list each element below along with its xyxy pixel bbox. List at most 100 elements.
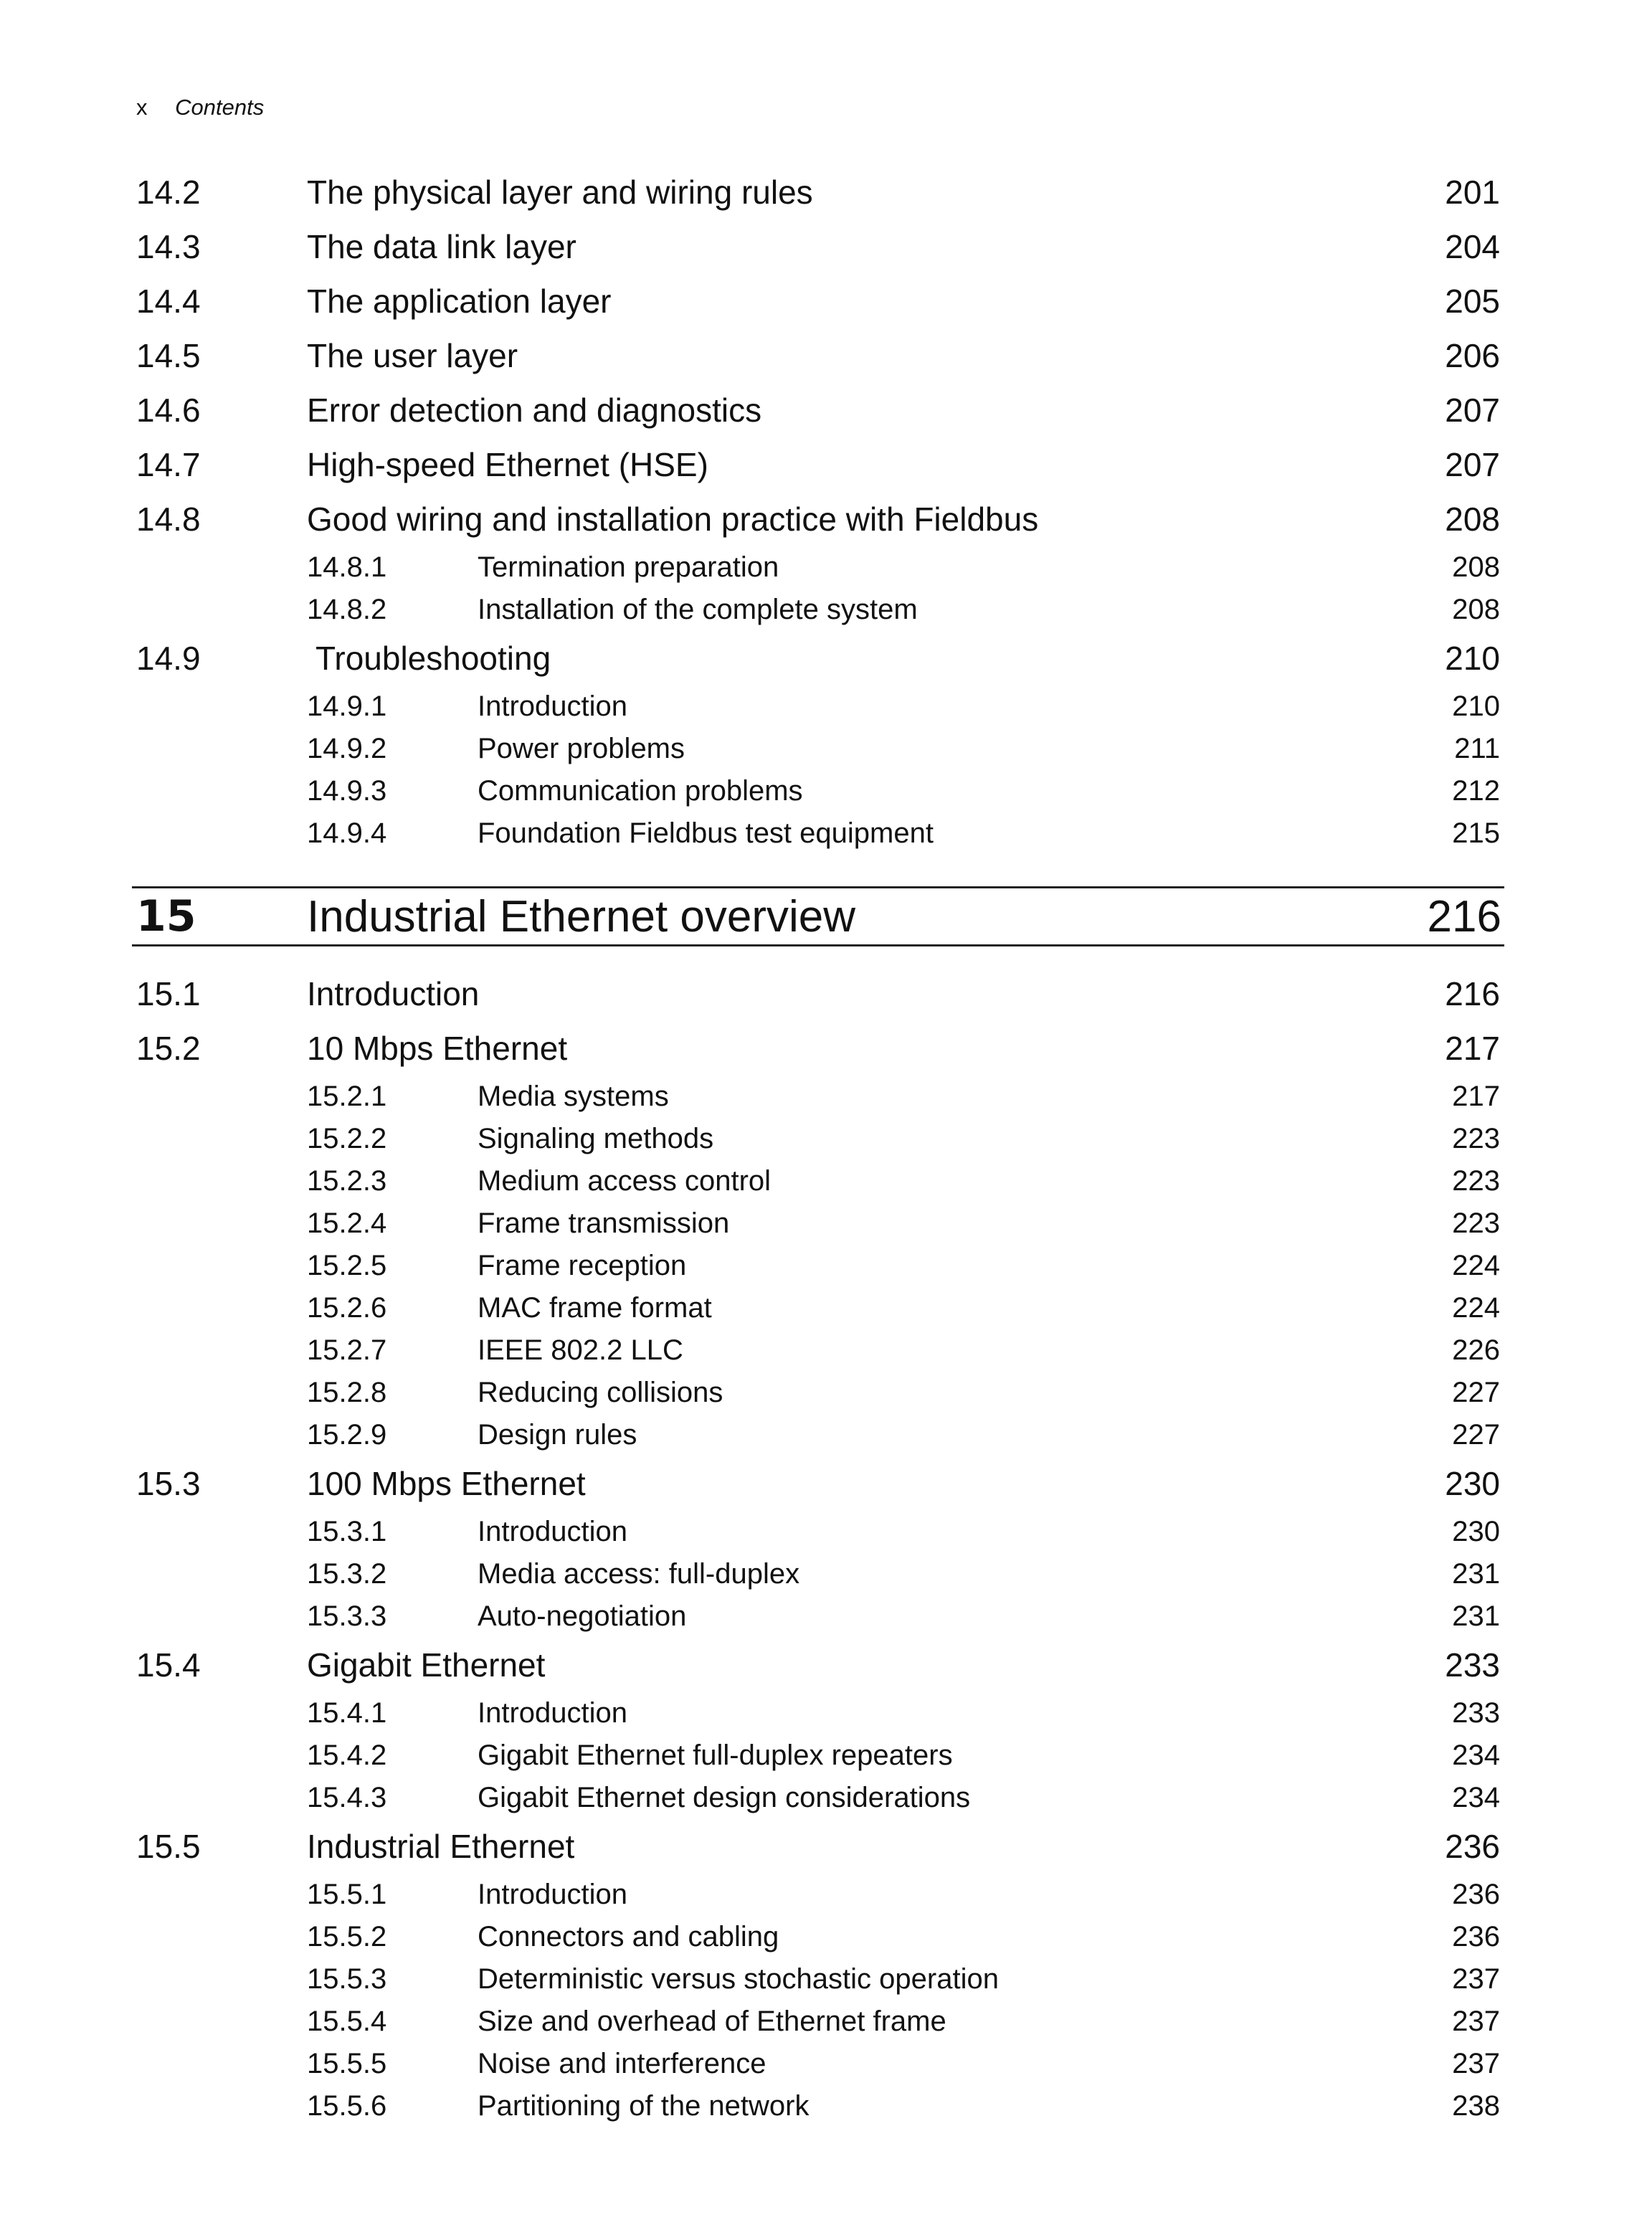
entry-page: 236 (1445, 1828, 1500, 1865)
entry-page: 233 (1452, 1697, 1500, 1729)
entry-title: Termination preparation (478, 551, 779, 583)
toc-section-entry: 15.5 Industrial Ethernet 236 (0, 1819, 1652, 1874)
entry-title: Partitioning of the network (478, 2090, 810, 2122)
entry-number: 14.2 (136, 174, 201, 211)
entry-title: Foundation Fieldbus test equipment (478, 817, 934, 849)
toc-subsection-entry: 15.2.8 Reducing collisions 227 (0, 1372, 1652, 1414)
entry-number: 15.3 (136, 1465, 201, 1502)
entry-number: 15.2 (136, 1030, 201, 1067)
entry-title: Gigabit Ethernet design considerations (478, 1782, 971, 1813)
entry-page: 210 (1445, 640, 1500, 677)
entry-number: 14.4 (136, 283, 201, 320)
entry-page: 236 (1452, 1879, 1500, 1910)
toc-section-entry: 14.4 The application layer 205 (0, 274, 1652, 328)
toc-subsection-entry: 15.4.2 Gigabit Ethernet full-duplex repea… (0, 1735, 1652, 1777)
entry-number: 14.9 (136, 640, 201, 677)
entry-title: Reducing collisions (478, 1377, 723, 1408)
entry-number: 14.6 (136, 392, 201, 429)
toc-subsection-entry: 15.5.3 Deterministic versus stochastic op… (0, 1958, 1652, 2001)
entry-page: 208 (1445, 500, 1500, 538)
entry-page: 215 (1452, 817, 1500, 849)
entry-page: 224 (1452, 1292, 1500, 1324)
entry-title: The application layer (307, 283, 612, 320)
toc-subsection-entry: 15.5.1 Introduction 236 (0, 1874, 1652, 1916)
entry-page: 224 (1452, 1250, 1500, 1281)
running-head: x Contents (136, 92, 264, 123)
entry-number: 14.8.2 (307, 594, 387, 625)
entry-title: Introduction (478, 1879, 628, 1910)
entry-title: Introduction (307, 975, 480, 1012)
toc-subsection-entry: 15.2.4 Frame transmission 223 (0, 1202, 1652, 1245)
toc-entries-chapter-14: 14.2 The physical layer and wiring rules 2… (0, 165, 1652, 855)
toc-section-entry: 15.4 Gigabit Ethernet 233 (0, 1638, 1652, 1692)
toc-subsection-entry: 15.4.1 Introduction 233 (0, 1692, 1652, 1735)
toc-section-entry: 14.8 Good wiring and installation practic… (0, 492, 1652, 546)
toc-subsection-entry: 15.5.2 Connectors and cabling 236 (0, 1916, 1652, 1958)
toc-subsection-entry: 15.3.3 Auto-negotiation 231 (0, 1595, 1652, 1638)
toc-subsection-entry: 15.2.7 IEEE 802.2 LLC 226 (0, 1329, 1652, 1372)
entry-title: Noise and interference (478, 2048, 766, 2079)
entry-number: 15.2.5 (307, 1250, 387, 1281)
toc-subsection-entry: 15.2.9 Design rules 227 (0, 1414, 1652, 1456)
toc-subsection-entry: 14.8.1 Termination preparation 208 (0, 546, 1652, 589)
entry-number: 15.5.5 (307, 2048, 387, 2079)
entry-page: 237 (1452, 2006, 1500, 2037)
entry-page: 217 (1452, 1081, 1500, 1112)
entry-title: Media systems (478, 1081, 669, 1112)
toc-section-entry: 14.6 Error detection and diagnostics 207 (0, 383, 1652, 437)
entry-title: Introduction (478, 1516, 628, 1547)
entry-page: 230 (1445, 1465, 1500, 1502)
entry-title: Good wiring and installation practice wi… (307, 500, 1039, 538)
toc-subsection-entry: 15.2.5 Frame reception 224 (0, 1245, 1652, 1287)
entry-page: 237 (1452, 2048, 1500, 2079)
entry-number: 14.7 (136, 446, 201, 483)
entry-page: 223 (1452, 1165, 1500, 1197)
entry-title: Industrial Ethernet (307, 1828, 575, 1865)
entry-number: 14.9.3 (307, 775, 387, 807)
entry-title: Installation of the complete system (478, 594, 918, 625)
entry-title: Power problems (478, 733, 685, 764)
entry-title: The physical layer and wiring rules (307, 174, 813, 211)
toc-subsection-entry: 15.3.2 Media access: full-duplex 231 (0, 1553, 1652, 1595)
toc-entries-chapter-15: 15.1 Introduction 216 15.2 10 Mbps Ethernet 2… (0, 967, 1652, 2127)
entry-number: 15.2.4 (307, 1207, 387, 1239)
entry-number: 15.4.2 (307, 1740, 387, 1771)
entry-number: 14.8 (136, 500, 201, 538)
entry-title: Signaling methods (478, 1123, 714, 1154)
entry-title: Error detection and diagnostics (307, 392, 762, 429)
chapter-heading: 15 Industrial Ethernet overview 216 (132, 886, 1504, 946)
toc-section-entry: 14.5 The user layer 206 (0, 328, 1652, 383)
toc-section-entry: 14.3 The data link layer 204 (0, 219, 1652, 274)
entry-page: 230 (1452, 1516, 1500, 1547)
entry-title: High-speed Ethernet (HSE) (307, 446, 708, 483)
entry-title: Frame transmission (478, 1207, 730, 1239)
entry-title: Communication problems (478, 775, 803, 807)
entry-number: 15.2.1 (307, 1081, 387, 1112)
entry-number: 15.2.3 (307, 1165, 387, 1197)
chapter-title: Industrial Ethernet overview (307, 891, 856, 941)
entry-title: Introduction (478, 691, 628, 722)
entry-page: 234 (1452, 1782, 1500, 1813)
entry-title: 100 Mbps Ethernet (307, 1465, 586, 1502)
entry-number: 15.2.7 (307, 1334, 387, 1366)
entry-title: Medium access control (478, 1165, 772, 1197)
toc-subsection-entry: 14.9.2 Power problems 211 (0, 728, 1652, 770)
entry-number: 15.5.2 (307, 1921, 387, 1952)
entry-number: 15.4 (136, 1646, 201, 1684)
entry-title: The user layer (307, 337, 518, 374)
entry-title: 10 Mbps Ethernet (307, 1030, 568, 1067)
entry-title: Gigabit Ethernet full-duplex repeaters (478, 1740, 953, 1771)
toc-subsection-entry: 15.5.6 Partitioning of the network 238 (0, 2085, 1652, 2127)
entry-page: 231 (1452, 1558, 1500, 1590)
entry-title: MAC frame format (478, 1292, 712, 1324)
entry-number: 15.4.3 (307, 1782, 387, 1813)
entry-number: 15.3.2 (307, 1558, 387, 1590)
entry-page: 227 (1452, 1377, 1500, 1408)
entry-number: 14.3 (136, 228, 201, 265)
entry-page: 238 (1452, 2090, 1500, 2122)
toc-subsection-entry: 15.2.1 Media systems 217 (0, 1076, 1652, 1118)
table-of-contents: 14.2 The physical layer and wiring rules 2… (0, 165, 1652, 2127)
entry-number: 15.2.6 (307, 1292, 387, 1324)
entry-number: 15.1 (136, 975, 201, 1012)
entry-title: Introduction (478, 1697, 628, 1729)
